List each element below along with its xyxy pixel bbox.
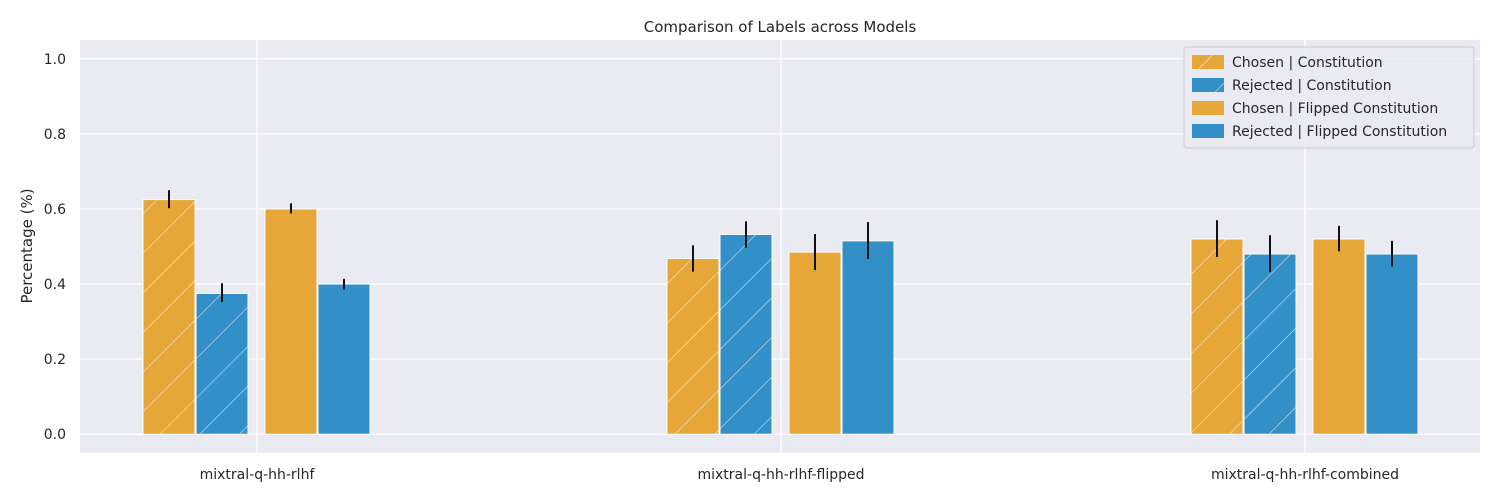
x-tick-label: mixtral-q-hh-rlhf [200, 467, 316, 483]
legend-swatch-hatch [1192, 55, 1224, 69]
bar [1312, 238, 1366, 435]
y-tick-label: 1.0 [44, 52, 66, 68]
bar [264, 208, 318, 435]
bar-hatch [143, 199, 195, 435]
legend-swatch [1192, 124, 1224, 138]
bar [317, 283, 371, 435]
legend-label: Rejected | Flipped Constitution [1232, 124, 1447, 140]
bar-hatch [1244, 254, 1296, 435]
bars [142, 199, 1419, 435]
bar-hatch [196, 293, 248, 435]
error-bars [168, 190, 1393, 303]
legend-label: Rejected | Constitution [1232, 78, 1392, 94]
bar-hatch [720, 234, 772, 435]
x-tick-label: mixtral-q-hh-rlhf-combined [1211, 467, 1399, 483]
x-tick-labels: mixtral-q-hh-rlhf mixtral-q-hh-rlhf-flipp… [200, 467, 1399, 483]
y-tick-labels: 0.0 0.2 0.4 0.6 0.8 1.0 [44, 52, 66, 443]
legend-label: Chosen | Constitution [1232, 55, 1383, 71]
chart-title: Comparison of Labels across Models [644, 18, 917, 36]
legend: Chosen | Constitution Rejected | Constitu… [1183, 46, 1475, 149]
bar [841, 240, 895, 435]
y-tick-label: 0.0 [44, 427, 66, 443]
bar-hatch [1191, 238, 1243, 435]
legend-swatch-hatch [1192, 78, 1224, 92]
y-tick-label: 0.8 [44, 127, 66, 143]
bar-hatch [667, 258, 719, 435]
legend-swatch [1192, 101, 1224, 115]
y-axis-label: Percentage (%) [18, 188, 36, 303]
bar [1365, 253, 1419, 435]
bar [788, 251, 842, 435]
y-tick-label: 0.2 [44, 352, 66, 368]
y-tick-label: 0.6 [44, 202, 66, 218]
x-tick-label: mixtral-q-hh-rlhf-flipped [697, 467, 864, 483]
legend-label: Chosen | Flipped Constitution [1232, 101, 1438, 117]
legend-box [1183, 46, 1475, 149]
y-tick-label: 0.4 [44, 277, 66, 293]
